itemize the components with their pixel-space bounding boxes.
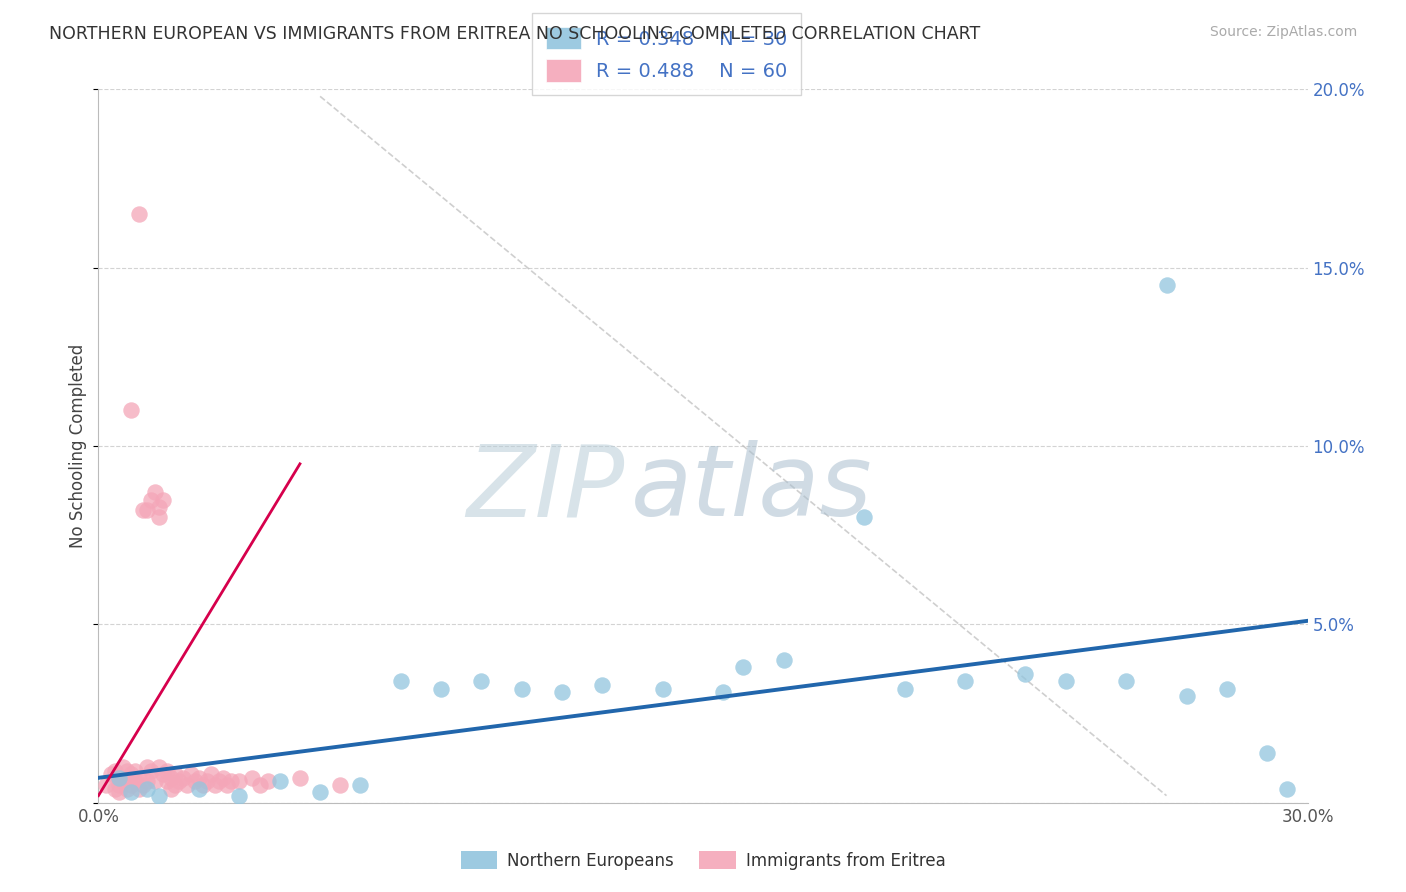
Legend: Northern Europeans, Immigrants from Eritrea: Northern Europeans, Immigrants from Erit… bbox=[454, 845, 952, 877]
Point bbox=[120, 403, 142, 417]
Point bbox=[309, 785, 332, 799]
Point bbox=[733, 660, 755, 674]
Point bbox=[249, 778, 271, 792]
Point bbox=[132, 778, 155, 792]
Point bbox=[163, 767, 186, 781]
Point bbox=[228, 789, 250, 803]
Text: atlas: atlas bbox=[630, 441, 872, 537]
Point bbox=[212, 771, 235, 785]
Point bbox=[107, 771, 129, 785]
Point bbox=[217, 778, 239, 792]
Point bbox=[135, 781, 157, 796]
Point bbox=[1216, 681, 1239, 696]
Point bbox=[208, 774, 231, 789]
Point bbox=[139, 764, 162, 778]
Point bbox=[172, 771, 194, 785]
Point bbox=[591, 678, 613, 692]
Point bbox=[853, 510, 876, 524]
Point bbox=[143, 774, 166, 789]
Point bbox=[772, 653, 794, 667]
Point bbox=[156, 774, 179, 789]
Point bbox=[152, 767, 174, 781]
Point bbox=[389, 674, 412, 689]
Point bbox=[176, 778, 198, 792]
Point bbox=[107, 778, 129, 792]
Point bbox=[893, 681, 915, 696]
Point bbox=[240, 771, 263, 785]
Point bbox=[139, 492, 162, 507]
Y-axis label: No Schooling Completed: No Schooling Completed bbox=[69, 344, 87, 548]
Point bbox=[510, 681, 533, 696]
Point bbox=[156, 764, 179, 778]
Point bbox=[288, 771, 311, 785]
Point bbox=[188, 781, 211, 796]
Point bbox=[103, 781, 125, 796]
Point bbox=[470, 674, 492, 689]
Point bbox=[103, 764, 125, 778]
Point bbox=[115, 771, 138, 785]
Text: NORTHERN EUROPEAN VS IMMIGRANTS FROM ERITREA NO SCHOOLING COMPLETED CORRELATION : NORTHERN EUROPEAN VS IMMIGRANTS FROM ERI… bbox=[49, 25, 980, 43]
Point bbox=[148, 789, 170, 803]
Point bbox=[1115, 674, 1137, 689]
Point bbox=[184, 774, 207, 789]
Point bbox=[953, 674, 976, 689]
Point bbox=[221, 774, 243, 789]
Point bbox=[135, 774, 157, 789]
Point bbox=[188, 771, 211, 785]
Point bbox=[152, 492, 174, 507]
Point bbox=[143, 485, 166, 500]
Point bbox=[167, 774, 190, 789]
Point bbox=[195, 774, 218, 789]
Point bbox=[160, 771, 183, 785]
Point bbox=[120, 767, 142, 781]
Point bbox=[128, 771, 150, 785]
Point bbox=[1277, 781, 1299, 796]
Point bbox=[1014, 667, 1036, 681]
Point bbox=[180, 767, 202, 781]
Point bbox=[115, 764, 138, 778]
Point bbox=[256, 774, 278, 789]
Point bbox=[349, 778, 371, 792]
Point bbox=[163, 778, 186, 792]
Point bbox=[160, 781, 183, 796]
Point bbox=[132, 503, 155, 517]
Point bbox=[135, 503, 157, 517]
Point bbox=[128, 207, 150, 221]
Point bbox=[193, 778, 215, 792]
Point bbox=[1054, 674, 1077, 689]
Point bbox=[148, 510, 170, 524]
Text: Source: ZipAtlas.com: Source: ZipAtlas.com bbox=[1209, 25, 1357, 39]
Point bbox=[329, 778, 352, 792]
Point bbox=[124, 764, 146, 778]
Point bbox=[269, 774, 291, 789]
Point bbox=[120, 785, 142, 799]
Point bbox=[107, 785, 129, 799]
Point bbox=[200, 767, 222, 781]
Point bbox=[115, 781, 138, 796]
Point bbox=[551, 685, 574, 699]
Point bbox=[430, 681, 453, 696]
Point bbox=[1175, 689, 1198, 703]
Point bbox=[120, 778, 142, 792]
Text: ZIP: ZIP bbox=[467, 441, 624, 537]
Point bbox=[651, 681, 673, 696]
Point bbox=[135, 760, 157, 774]
Point bbox=[107, 771, 129, 785]
Point bbox=[228, 774, 250, 789]
Point bbox=[124, 774, 146, 789]
Point bbox=[111, 774, 134, 789]
Point bbox=[1156, 278, 1178, 293]
Point bbox=[204, 778, 226, 792]
Point bbox=[96, 778, 118, 792]
Point bbox=[128, 781, 150, 796]
Point bbox=[148, 760, 170, 774]
Point bbox=[111, 760, 134, 774]
Point bbox=[1256, 746, 1278, 760]
Point bbox=[148, 500, 170, 514]
Point bbox=[711, 685, 734, 699]
Point bbox=[100, 767, 122, 781]
